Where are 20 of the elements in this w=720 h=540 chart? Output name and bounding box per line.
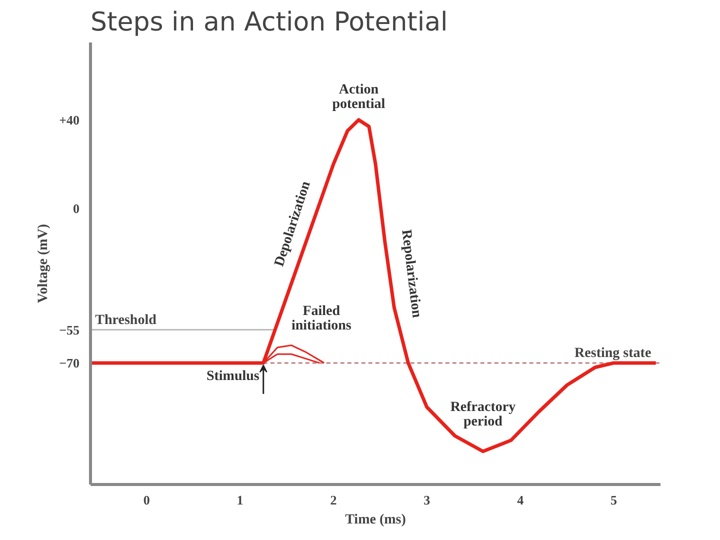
annotation: Stimulus	[206, 368, 260, 384]
x-tick-label: 5	[610, 492, 618, 508]
annotation: Failed initiations	[291, 304, 352, 334]
y-tick-label: +40	[59, 112, 80, 128]
x-tick-label: 3	[424, 492, 431, 508]
x-axis-title: Time (ms)	[345, 512, 406, 528]
annotation: Action potential	[332, 82, 386, 112]
chart-title: Steps in an Action Potential	[90, 8, 448, 38]
x-tick-label: 4	[517, 492, 524, 508]
ref-line-label: Threshold	[95, 312, 157, 328]
x-tick-label: 0	[143, 492, 150, 508]
annotation: Refractory period	[450, 400, 516, 430]
x-tick-label: 2	[330, 492, 337, 508]
x-tick-label: 1	[236, 492, 244, 508]
ref-line-label: Resting state	[574, 346, 652, 361]
y-axis-title: Voltage (mV)	[36, 224, 52, 304]
annotation: Repolarization	[398, 228, 424, 319]
y-tick-label: −55	[59, 322, 80, 338]
y-tick-label: −70	[59, 355, 80, 370]
y-tick-label: 0	[73, 200, 80, 216]
